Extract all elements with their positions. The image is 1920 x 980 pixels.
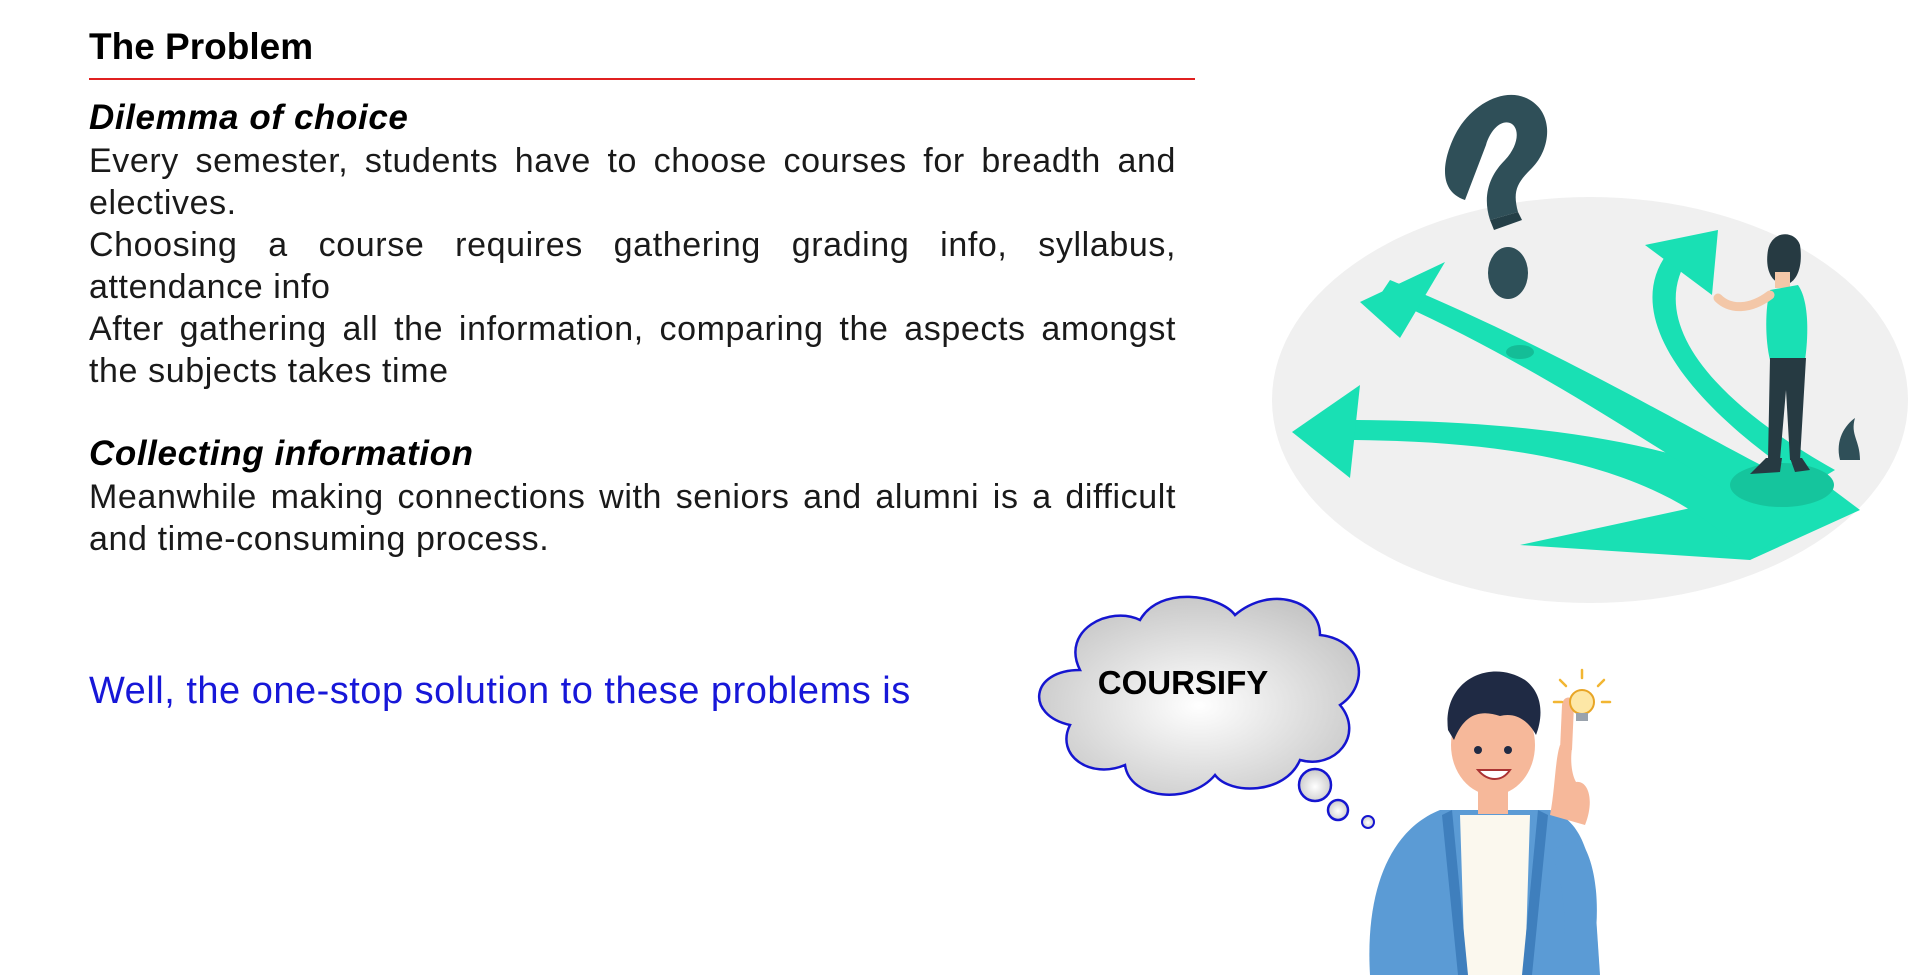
section-heading-collecting: Collecting information bbox=[89, 434, 474, 473]
section-heading-dilemma: Dilemma of choice bbox=[89, 98, 409, 137]
crossroads-illustration bbox=[1272, 94, 1908, 603]
collecting-paragraph-1: Meanwhile making connections with senior… bbox=[89, 478, 1176, 558]
dilemma-paragraph-3: After gathering all the information, com… bbox=[89, 310, 1176, 390]
standing-woman-icon bbox=[1713, 234, 1860, 507]
title-underline bbox=[89, 78, 1195, 80]
thought-cloud bbox=[1038, 595, 1375, 829]
slide-title: The Problem bbox=[89, 26, 314, 67]
problem-content: Dilemma of choice Every semester, studen… bbox=[89, 96, 1176, 560]
question-mark-icon bbox=[1445, 94, 1548, 299]
cloud-label: COURSIFY bbox=[1097, 664, 1269, 701]
idea-person-illustration bbox=[1369, 668, 1612, 975]
solution-text: Well, the one-stop solution to these pro… bbox=[89, 670, 911, 712]
dilemma-paragraph-2: Choosing a course requires gathering gra… bbox=[89, 226, 1176, 306]
lightbulb-icon bbox=[1552, 668, 1612, 721]
dilemma-paragraph-1: Every semester, students have to choose … bbox=[89, 142, 1176, 222]
